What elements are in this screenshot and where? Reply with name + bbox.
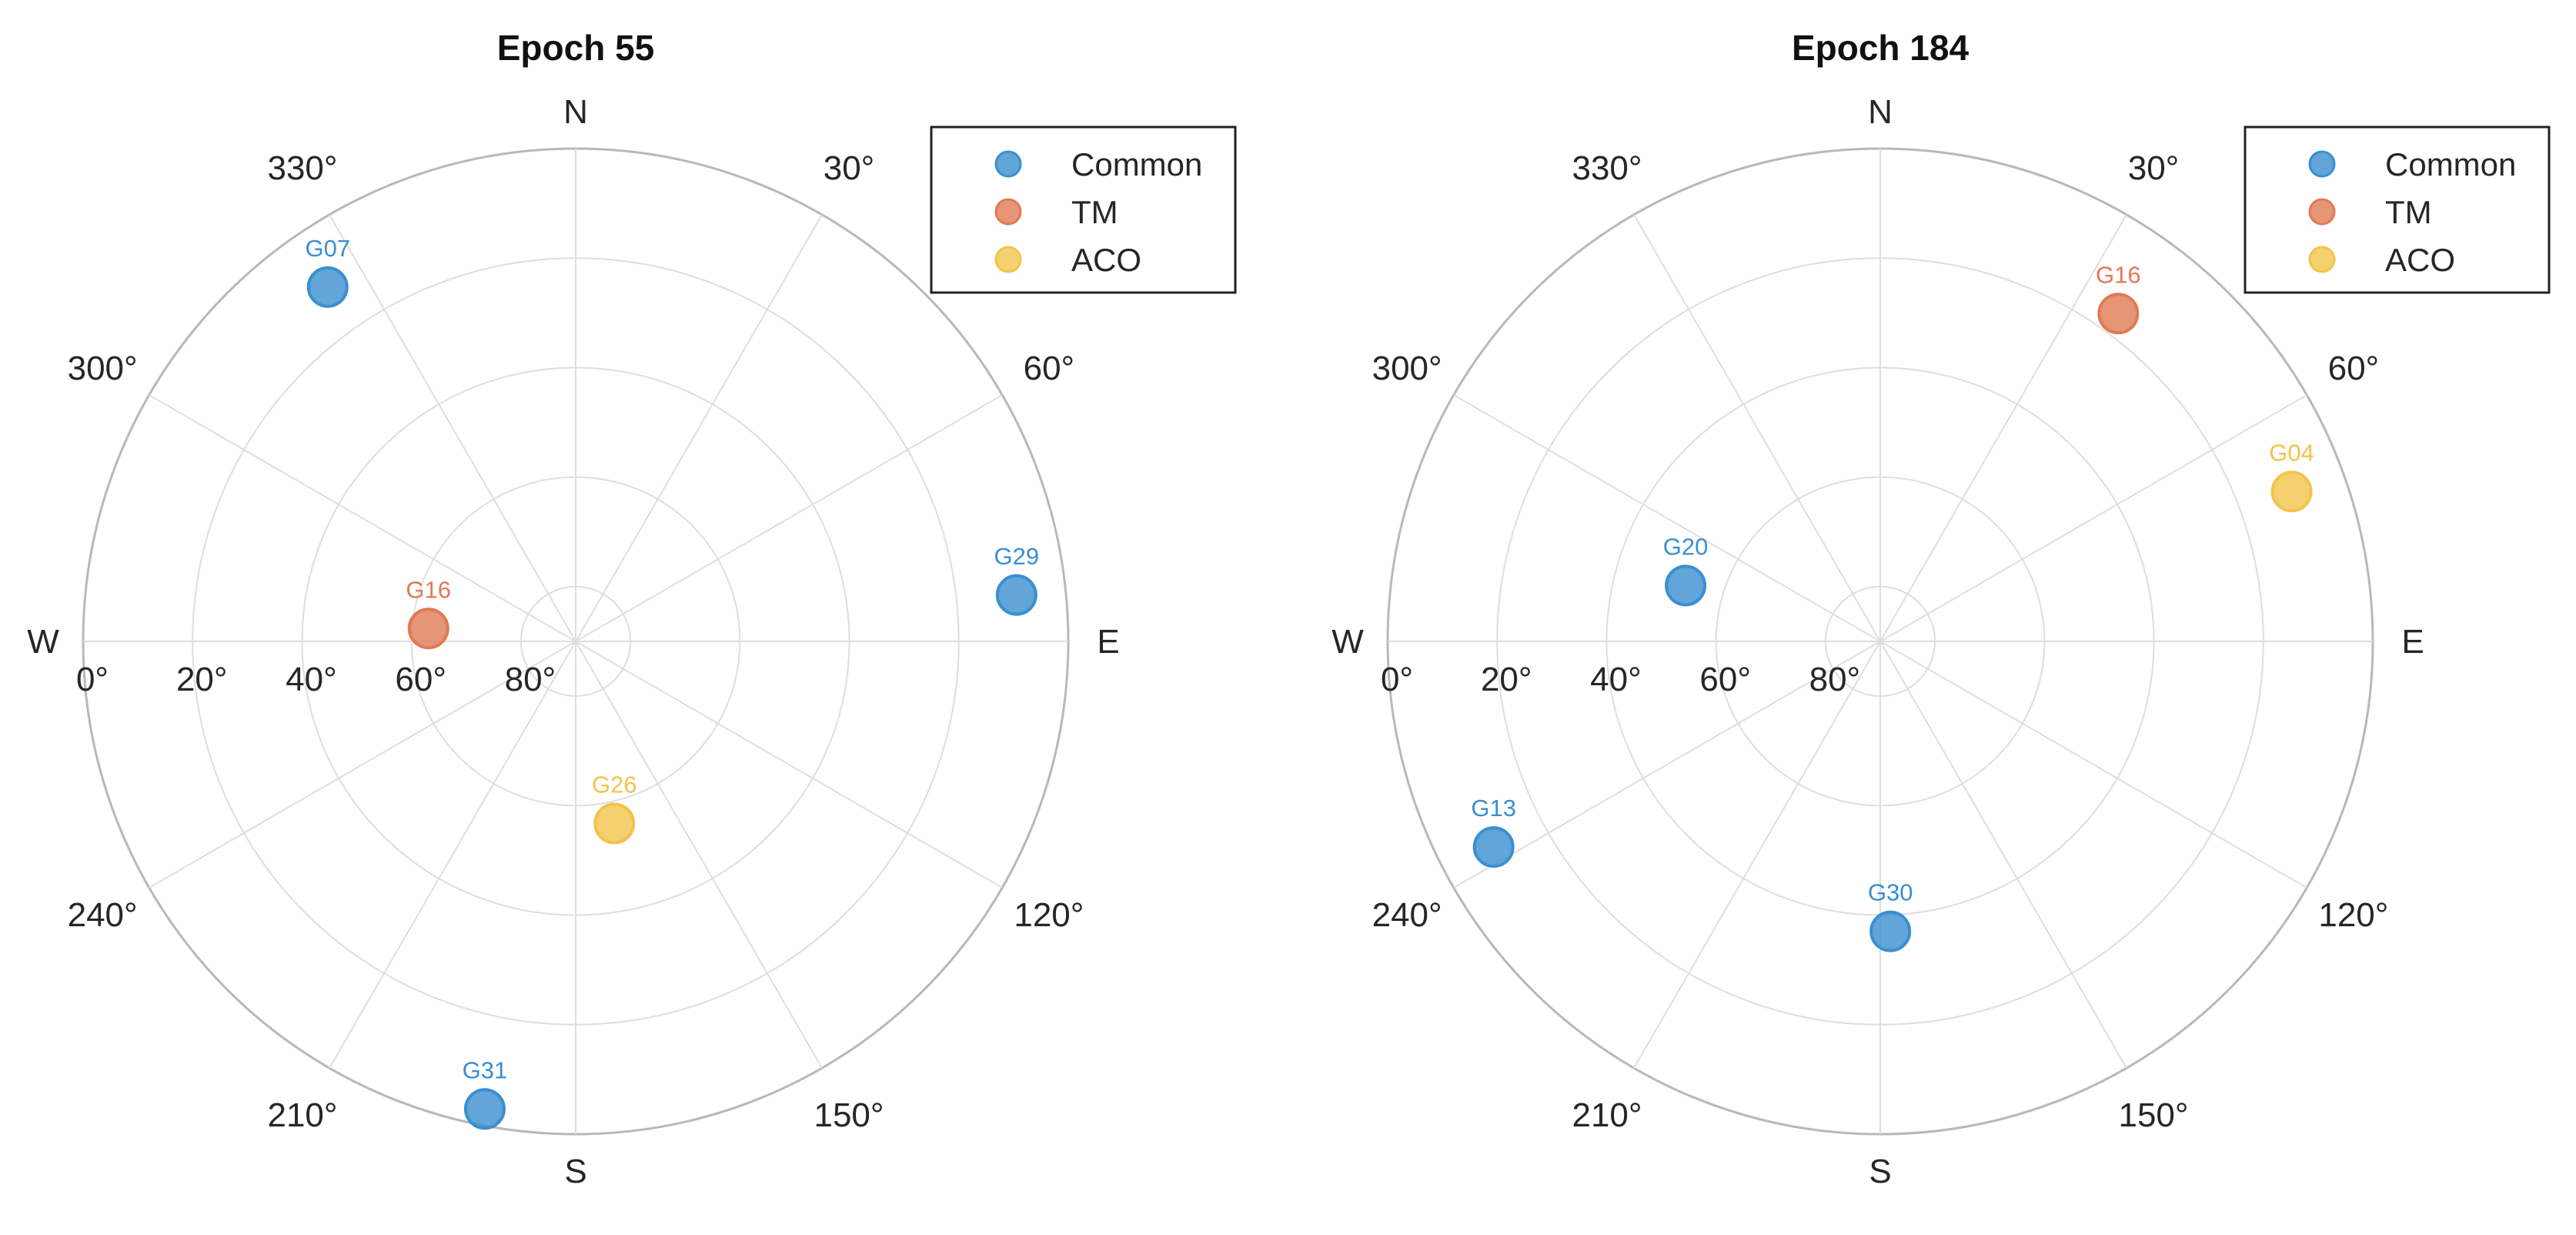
azimuth-spoke: [1879, 641, 2307, 889]
legend-marker: [2308, 150, 2336, 178]
legend-entry-label: TM: [1071, 194, 1118, 230]
azimuth-tick-label: 210°: [1572, 1096, 1642, 1134]
cardinal-label: S: [1869, 1153, 1891, 1190]
elevation-tick-label: 40°: [1590, 661, 1642, 698]
satellite-point: [463, 1088, 506, 1130]
legend-marker: [994, 246, 1022, 273]
legend-marker: [2308, 246, 2336, 273]
legend-entry-label: Common: [1071, 146, 1202, 182]
legend-entry-label: TM: [2385, 194, 2432, 230]
satellite-point: [1472, 826, 1515, 869]
satellite-label: G26: [592, 771, 637, 798]
elevation-tick-label: 0°: [1381, 661, 1413, 698]
satellite-point: [2270, 470, 2313, 513]
azimuth-tick-label: 150°: [2118, 1096, 2188, 1134]
legend-marker: [994, 198, 1022, 226]
azimuth-spoke: [1453, 394, 1881, 642]
satellite-point: [1665, 564, 1707, 607]
azimuth-spoke: [1633, 641, 1881, 1069]
elevation-tick-label: 80°: [1809, 661, 1861, 698]
legend-box: [930, 126, 1237, 294]
satellite-label: G13: [1471, 795, 1516, 822]
satellite-label: G04: [2269, 439, 2314, 466]
azimuth-tick-label: 150°: [814, 1096, 884, 1134]
azimuth-tick-label: 30°: [2128, 149, 2180, 187]
chart-title: Epoch 55: [497, 28, 655, 68]
azimuth-spoke: [1453, 641, 1881, 889]
azimuth-spoke: [149, 641, 576, 889]
elevation-tick-label: 80°: [505, 661, 556, 698]
cardinal-label: E: [2401, 623, 2424, 661]
azimuth-spoke: [1633, 214, 1881, 642]
azimuth-spoke: [1879, 641, 2127, 1069]
satellite-label: G20: [1663, 533, 1709, 560]
azimuth-tick-label: 240°: [1372, 896, 1442, 934]
skyplot-1: Epoch 55 N E S W 30° 60° 120° 150° 210° 240° 300° 33…: [27, 28, 1237, 1190]
elevation-tick-label: 60°: [1699, 661, 1751, 698]
azimuth-spoke: [329, 641, 576, 1069]
azimuth-tick-label: 30°: [824, 149, 875, 187]
azimuth-spoke: [149, 394, 576, 642]
elevation-tick-label: 40°: [286, 661, 337, 698]
elevation-tick-label: 60°: [395, 661, 446, 698]
azimuth-tick-label: 300°: [1372, 350, 1442, 387]
azimuth-tick-label: 330°: [267, 149, 337, 187]
azimuth-tick-label: 330°: [1572, 149, 1642, 187]
satellite-label: G29: [994, 543, 1040, 570]
azimuth-spoke: [329, 214, 576, 642]
azimuth-spoke: [1879, 214, 2127, 642]
satellite-label: G16: [2096, 261, 2141, 288]
satellite-point: [407, 607, 449, 650]
satellite-point: [995, 574, 1037, 616]
cardinal-label: N: [563, 93, 588, 131]
legend-entry-label: ACO: [2385, 242, 2455, 278]
skyplot-2: Epoch 184 N E S W 30° 60° 120° 150° 210° 240° 300° 3…: [1331, 28, 2551, 1190]
azimuth-spoke: [575, 394, 1003, 642]
azimuth-tick-label: 60°: [2328, 350, 2380, 387]
azimuth-tick-label: 120°: [1014, 896, 1084, 934]
elevation-tick-label: 0°: [76, 661, 109, 698]
azimuth-spoke: [1879, 394, 2307, 642]
satellite-label: G30: [1868, 879, 1913, 906]
azimuth-tick-label: 120°: [2318, 896, 2388, 934]
azimuth-tick-label: 60°: [1024, 350, 1075, 387]
satellite-label: G16: [406, 576, 451, 603]
legend-entry-label: Common: [2385, 146, 2516, 182]
cardinal-label: N: [1868, 93, 1893, 131]
legend-entry-label: ACO: [1071, 242, 1141, 278]
legend: Common TM ACO: [930, 126, 1237, 294]
satellite-label: G07: [305, 235, 350, 262]
cardinal-label: E: [1097, 623, 1119, 661]
azimuth-spoke: [575, 214, 823, 642]
legend-marker: [2308, 198, 2336, 226]
satellite-point: [593, 802, 636, 845]
legend: Common TM ACO: [2244, 126, 2551, 294]
azimuth-tick-label: 210°: [267, 1096, 337, 1134]
cardinal-label: W: [1331, 623, 1364, 661]
azimuth-spoke: [575, 641, 1003, 889]
chart-title: Epoch 184: [1792, 28, 1970, 68]
cardinal-label: W: [27, 623, 59, 661]
satellite-point: [2097, 293, 2140, 335]
satellite-point: [1869, 910, 1912, 952]
azimuth-tick-label: 300°: [68, 350, 138, 387]
azimuth-tick-label: 240°: [68, 896, 138, 934]
elevation-tick-label: 20°: [176, 661, 228, 698]
satellite-point: [306, 266, 349, 308]
legend-box: [2244, 126, 2551, 294]
satellite-label: G31: [463, 1056, 508, 1083]
cardinal-label: S: [564, 1153, 586, 1190]
azimuth-spoke: [575, 641, 823, 1069]
elevation-tick-label: 20°: [1481, 661, 1532, 698]
legend-marker: [994, 150, 1022, 178]
